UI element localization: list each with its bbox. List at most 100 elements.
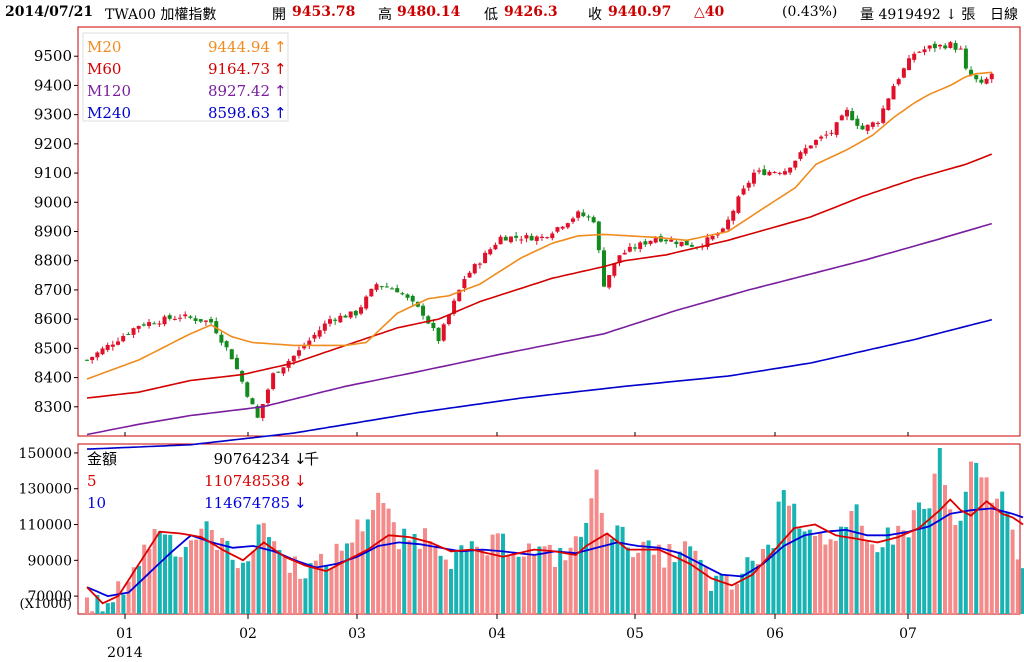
period-selector[interactable]: 日線 bbox=[990, 7, 1018, 23]
ma20-line bbox=[86, 71, 992, 380]
candle-body bbox=[705, 237, 710, 248]
volume-bar bbox=[438, 555, 443, 614]
volume-bar bbox=[251, 551, 256, 614]
volume-bar bbox=[147, 548, 152, 614]
volume-axis-label: 150000 bbox=[19, 446, 72, 462]
candle-body bbox=[813, 140, 818, 145]
volume-bar bbox=[454, 550, 459, 614]
candle-body bbox=[431, 323, 436, 329]
volume-bar bbox=[501, 533, 505, 614]
candle-body bbox=[281, 367, 286, 374]
candle-body bbox=[421, 305, 426, 316]
volume-bar bbox=[506, 555, 511, 614]
candle-body bbox=[658, 236, 663, 242]
volume-bar bbox=[111, 602, 115, 614]
candle-body bbox=[850, 111, 855, 121]
volume-bar bbox=[636, 552, 641, 614]
candle-body bbox=[338, 315, 343, 323]
candle-body bbox=[529, 235, 534, 241]
candle-body bbox=[348, 311, 353, 318]
candle-body bbox=[317, 330, 322, 337]
volume-legend-name: 10 bbox=[87, 494, 106, 512]
candle-body bbox=[209, 319, 214, 323]
candle-body bbox=[876, 122, 881, 124]
candle-body bbox=[581, 212, 586, 217]
volume-bar bbox=[802, 531, 807, 614]
volume-bar bbox=[896, 525, 901, 614]
candle-body bbox=[116, 341, 121, 345]
volume-bar bbox=[95, 594, 100, 614]
candle-body bbox=[829, 132, 834, 134]
candle-body bbox=[979, 79, 984, 83]
volume-bar bbox=[605, 533, 609, 614]
volume-bar bbox=[537, 546, 542, 614]
volume-legend-value: 110748538 bbox=[204, 472, 290, 490]
candle-body bbox=[333, 319, 338, 321]
volume-bar bbox=[355, 519, 360, 614]
close-label: 收 bbox=[588, 7, 602, 23]
candle-body bbox=[989, 73, 994, 80]
candle-body bbox=[767, 171, 772, 176]
volume-unit-label: (X1000) bbox=[20, 597, 72, 612]
volume-bar bbox=[953, 525, 958, 614]
candle-body bbox=[446, 314, 451, 325]
volume-bar bbox=[402, 528, 407, 614]
volume-bar bbox=[657, 544, 661, 614]
candle-body bbox=[772, 172, 777, 174]
volume-bar bbox=[703, 566, 708, 614]
volume-legend-value: 90764234 bbox=[214, 450, 290, 468]
volume-bar bbox=[807, 529, 812, 614]
month-label: 05 bbox=[626, 626, 644, 642]
volume-bar bbox=[922, 508, 927, 614]
candle-body bbox=[664, 239, 669, 242]
candle-body bbox=[503, 236, 508, 241]
volume-bar bbox=[334, 543, 339, 614]
candle-body bbox=[751, 172, 756, 184]
legend-arrow-icon: ↓ bbox=[294, 450, 307, 468]
ma60-line bbox=[86, 153, 993, 399]
volume-bar bbox=[433, 545, 438, 614]
month-label: 03 bbox=[348, 626, 366, 642]
legend-arrow-icon: ↑ bbox=[274, 60, 287, 78]
volume-bar bbox=[137, 565, 141, 614]
candle-body bbox=[426, 316, 431, 324]
candle-body bbox=[105, 344, 110, 350]
volume-bar bbox=[235, 568, 240, 614]
month-label: 07 bbox=[899, 626, 917, 642]
candle-body bbox=[307, 340, 312, 346]
volume-bar bbox=[1015, 559, 1020, 614]
volume-bar bbox=[662, 567, 667, 614]
volume-bar bbox=[870, 544, 875, 614]
candle-body bbox=[477, 263, 482, 265]
candle-body bbox=[498, 236, 503, 245]
volume-legend-name: 金額 bbox=[87, 450, 117, 468]
candle-body bbox=[896, 79, 901, 85]
month-label: 02 bbox=[239, 626, 257, 642]
candle-body bbox=[188, 316, 193, 318]
candle-body bbox=[689, 244, 694, 247]
candle-body bbox=[927, 45, 932, 49]
candle-body bbox=[395, 288, 400, 293]
volume-bar bbox=[818, 531, 823, 614]
candle-body bbox=[891, 86, 896, 100]
volume-bar bbox=[324, 565, 329, 614]
candle-body bbox=[715, 234, 720, 236]
candle-body bbox=[296, 350, 301, 356]
candle-body bbox=[555, 227, 560, 232]
ma240-line bbox=[86, 318, 993, 450]
candle-body bbox=[674, 241, 679, 245]
candle-body bbox=[969, 69, 974, 76]
volume-bar bbox=[573, 536, 578, 614]
candle-body bbox=[162, 316, 167, 325]
price-axis-label: 8500 bbox=[34, 339, 72, 357]
candle-body bbox=[912, 53, 917, 60]
volume-bar bbox=[230, 559, 235, 614]
volume-bar bbox=[485, 555, 490, 614]
candle-body bbox=[886, 98, 891, 110]
volume-bar bbox=[360, 531, 365, 614]
volume-bar bbox=[750, 560, 755, 614]
candle-body bbox=[684, 239, 689, 246]
legend-arrow-icon: ↑ bbox=[274, 82, 287, 100]
volume-unit: 千 bbox=[304, 450, 319, 468]
